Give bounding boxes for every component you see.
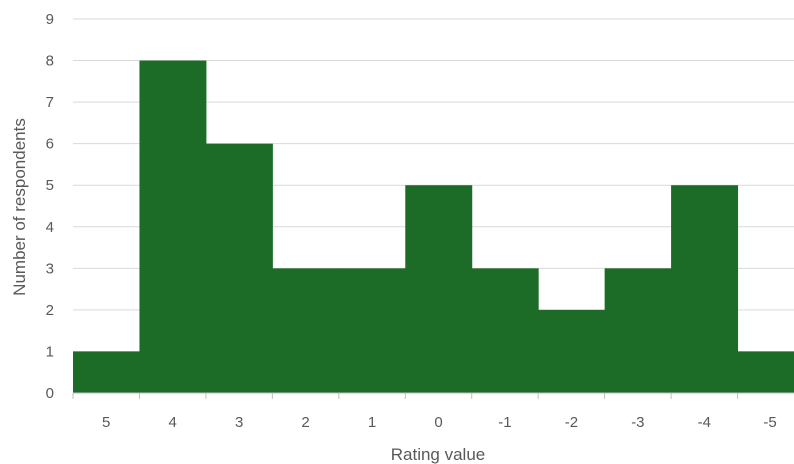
x-tick-label: 3	[235, 414, 243, 431]
bars	[73, 60, 794, 394]
bar--1	[471, 268, 539, 393]
y-tick-label: 1	[46, 343, 54, 360]
bar--2	[538, 309, 606, 393]
y-tick-label: 4	[46, 219, 54, 236]
x-tick-label: 4	[169, 414, 177, 431]
y-tick-label: 6	[46, 136, 54, 153]
y-axis-title: Number of respondents	[10, 118, 29, 296]
x-axis	[72, 392, 794, 399]
bar--3	[604, 268, 672, 393]
x-tick-label: 1	[368, 414, 376, 431]
y-tick-label: 5	[46, 177, 54, 194]
x-tick-label: -5	[763, 414, 776, 431]
x-tick-label: 2	[301, 414, 309, 431]
y-tick-label: 9	[46, 11, 54, 28]
y-tick-label: 0	[46, 385, 54, 402]
bar--5	[737, 351, 794, 393]
y-tick-label: 2	[46, 302, 54, 319]
y-tick-label: 8	[46, 53, 54, 70]
y-tick-label: 3	[46, 260, 54, 277]
x-tick-label: -2	[565, 414, 578, 431]
y-tick-labels: 0 1 2 3 4 5 6 7 8 9	[46, 11, 54, 402]
bar-1	[338, 268, 406, 393]
bar-5	[73, 351, 140, 393]
bar-2	[272, 268, 340, 393]
x-axis-title: Rating value	[391, 445, 486, 464]
x-tick-label: -1	[498, 414, 511, 431]
bar-3	[205, 143, 273, 393]
x-tick-labels: 5 4 3 2 1 0 -1 -2 -3 -4 -5	[102, 414, 777, 431]
bar-4	[139, 60, 207, 394]
bar-0	[405, 185, 473, 393]
bar--4	[671, 185, 739, 393]
x-tick-label: -4	[698, 414, 711, 431]
y-tick-label: 7	[46, 94, 54, 111]
x-tick-label: -3	[631, 414, 644, 431]
x-tick-label: 0	[434, 414, 442, 431]
x-tick-label: 5	[102, 414, 110, 431]
